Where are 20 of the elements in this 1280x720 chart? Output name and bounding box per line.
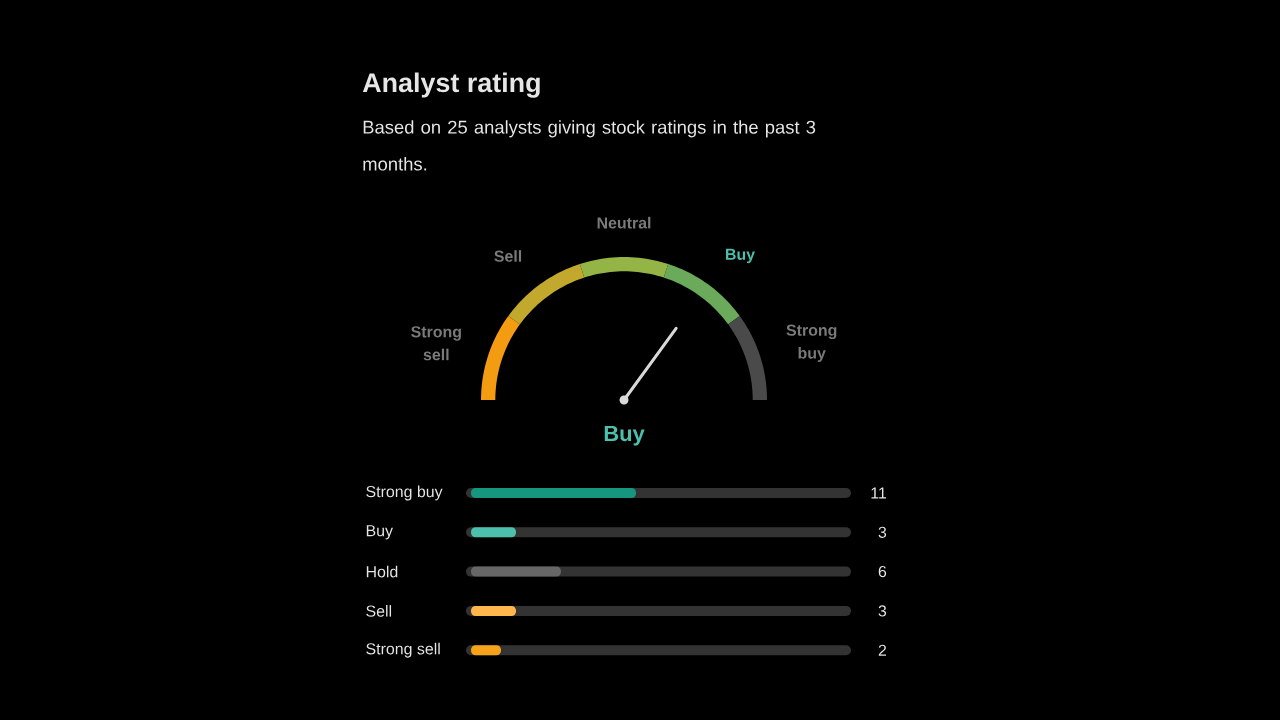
data-label: 2 bbox=[878, 644, 887, 656]
slice-label: Buy bbox=[726, 248, 755, 264]
y-tick-label: Strong sell bbox=[366, 642, 440, 658]
data-label: 3 bbox=[878, 526, 887, 538]
y-tick-label: Sell bbox=[366, 605, 392, 617]
slice-label: Sell bbox=[494, 250, 522, 262]
chart-subtitle: Based on 25 analysts giving stock ratings in the past 3 months. bbox=[363, 120, 816, 171]
bar bbox=[471, 605, 517, 616]
y-tick-label: Buy bbox=[366, 525, 393, 540]
chart-title: Analyst rating bbox=[362, 72, 540, 98]
bar bbox=[471, 566, 562, 577]
slice-label: Strong buy bbox=[786, 324, 837, 362]
y-tick-label: Strong buy bbox=[366, 485, 443, 501]
text: Buy bbox=[604, 425, 645, 446]
slice-label: Neutral bbox=[597, 216, 651, 229]
data-label: 6 bbox=[878, 565, 887, 578]
data-label: 3 bbox=[878, 605, 887, 617]
data-label: 11 bbox=[871, 487, 887, 499]
y-tick-label: Hold bbox=[366, 565, 398, 578]
bar bbox=[471, 527, 517, 538]
